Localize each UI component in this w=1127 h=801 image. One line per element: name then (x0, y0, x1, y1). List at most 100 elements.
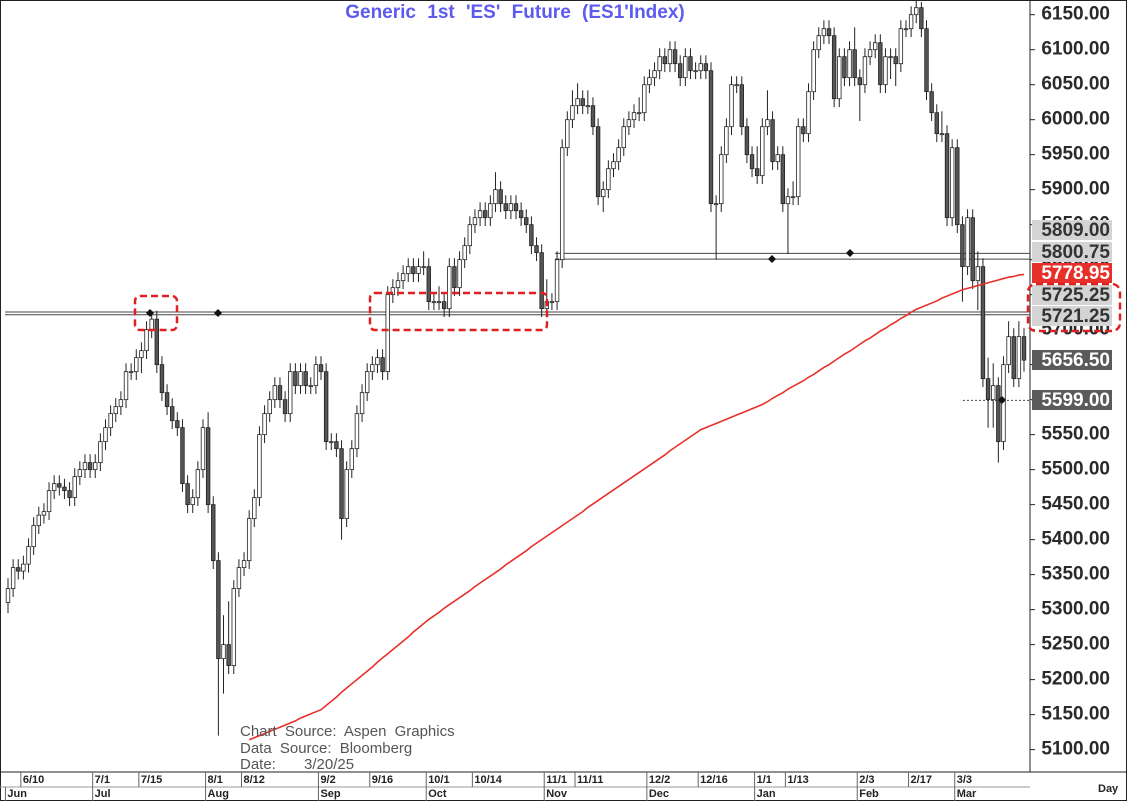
candle-body (559, 147, 565, 261)
candle-body (919, 7, 924, 30)
price-label-box (1032, 263, 1112, 283)
candle-body (770, 119, 775, 163)
candle-body (939, 133, 945, 136)
month-label: Nov (546, 788, 568, 800)
x-tick-label: 12/2 (649, 774, 670, 786)
candle-body (590, 105, 596, 128)
month-label: Dec (649, 788, 669, 800)
candle-body (426, 266, 431, 303)
candle-body (672, 49, 678, 65)
candle-body (385, 294, 390, 373)
candle-body (606, 168, 611, 191)
candle-body (164, 392, 170, 408)
candle-body (298, 371, 303, 387)
candle-body (288, 371, 293, 415)
candle-body (549, 301, 555, 304)
candle-body (872, 42, 878, 51)
y-tick-label: 5550.00 (1041, 424, 1110, 445)
candle-body (503, 203, 508, 212)
candle-body (93, 462, 98, 471)
candle-body (46, 490, 52, 513)
x-tick-label: 3/3 (957, 774, 972, 786)
candle-body (211, 504, 216, 562)
candle-body (631, 112, 637, 121)
price-label-box (1032, 390, 1112, 410)
chart-title: Generic 1st 'ES' Future (ES1'Index) (345, 2, 685, 23)
source-note: Chart Source: Aspen Graphics (240, 723, 455, 740)
candle-body (123, 371, 129, 401)
candle-body (708, 70, 714, 205)
highlight-box (368, 291, 549, 332)
candle-body (626, 119, 632, 128)
candle-body (878, 42, 883, 86)
x-tick-label: 1/13 (787, 774, 808, 786)
candle-body (108, 413, 113, 429)
candle-body (16, 567, 21, 572)
candle-body (26, 546, 31, 565)
candle-body (888, 56, 893, 59)
candle-body (647, 77, 652, 86)
candle-body (272, 385, 278, 401)
y-tick-label: 5900.00 (1041, 179, 1110, 200)
candle-body (175, 420, 180, 429)
candle-body (416, 266, 421, 275)
candle-body (41, 511, 47, 516)
candle-body (216, 560, 221, 660)
candle-body (483, 210, 488, 219)
right-axis: 5100.00 5150.00 5200.00 5250.00 5300.00 5350.… (1030, 4, 1112, 760)
y-tick-label: 6000.00 (1041, 109, 1110, 130)
candle-body (908, 14, 914, 30)
candle-body (929, 91, 934, 114)
candle-body (318, 364, 324, 373)
x-tick-label: 10/14 (474, 774, 502, 786)
candle-body (246, 518, 252, 562)
x-tick-label: 11/11 (577, 774, 603, 786)
candle-body (36, 514, 41, 527)
candle-body (801, 126, 806, 135)
x-tick-label: 1/1 (757, 774, 772, 786)
price-label: 5800.75 (1041, 242, 1110, 263)
candle-body (831, 35, 837, 100)
candle-body (790, 196, 796, 199)
candle-body (754, 168, 760, 177)
candle-body (775, 154, 780, 163)
candle-body (231, 588, 236, 667)
candle-body (190, 497, 195, 506)
y-tick-label: 5100.00 (1041, 739, 1110, 760)
candle-body (724, 126, 729, 156)
candle-body (898, 28, 904, 65)
candle-body (703, 63, 709, 72)
candle-body (518, 210, 524, 219)
candle-body (862, 56, 868, 86)
price-label: 5809.00 (1041, 220, 1110, 241)
x-tick-label: 7/1 (95, 774, 110, 786)
candle-body (308, 385, 313, 388)
candle-body (400, 273, 406, 282)
candle-body (601, 189, 606, 198)
candle-body (811, 49, 816, 93)
candle-body (154, 318, 160, 366)
y-tick-label: 5200.00 (1041, 669, 1110, 690)
candle-body (621, 126, 626, 149)
x-tick-label: 9/16 (372, 774, 393, 786)
candle-body (698, 63, 703, 72)
candle-body (678, 63, 683, 79)
candle-body (370, 364, 375, 373)
candle-body (390, 287, 396, 296)
candle-body (1006, 336, 1011, 366)
candle-body (313, 364, 319, 387)
candle-body (780, 154, 786, 205)
candle-body (51, 483, 57, 492)
y-tick-label: 6050.00 (1041, 74, 1110, 95)
candle-body (996, 385, 1001, 443)
candle-body (128, 371, 134, 374)
candle-body (441, 301, 447, 310)
candle-body (734, 84, 739, 87)
x-tick-label: 11/1 (546, 774, 567, 786)
moving-average-line (248, 273, 1025, 741)
candle-body (282, 399, 288, 415)
candle-body (785, 196, 791, 205)
price-label: 5656.50 (1041, 350, 1110, 371)
candle-body (241, 560, 247, 569)
candle-body (739, 84, 744, 128)
